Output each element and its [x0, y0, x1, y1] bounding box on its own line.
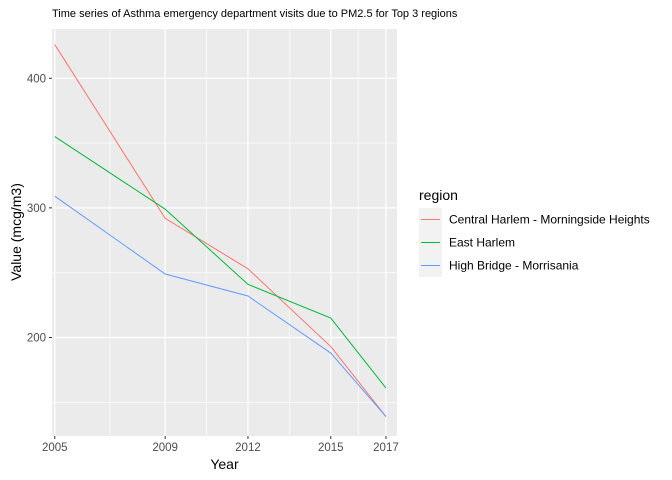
legend: region Central Harlem - Morningside Heig… [419, 187, 650, 277]
grid-minor [52, 29, 397, 436]
y-axis-title: Value (mcg/m3) [8, 183, 24, 281]
legend-label: East Harlem [449, 236, 515, 250]
legend-item: Central Harlem - Morningside Heights [419, 208, 650, 231]
y-tick-label: 200 [27, 332, 46, 344]
x-tick-label: 2017 [373, 442, 399, 454]
legend-label: Central Harlem - Morningside Heights [449, 213, 650, 227]
series-line-2 [54, 136, 387, 389]
legend-items: Central Harlem - Morningside Heights East… [419, 208, 650, 277]
series-line-1 [54, 44, 387, 417]
x-axis: 2005 2009 2012 2015 2017 [42, 436, 399, 454]
plot-panel [52, 29, 397, 436]
y-tick-label: 300 [27, 203, 46, 215]
x-axis-title: Year [210, 456, 239, 472]
series-lines [54, 44, 387, 417]
grid-major [52, 29, 397, 436]
y-tick-label: 400 [27, 73, 46, 85]
series-line-3 [54, 195, 387, 417]
x-tick-label: 2012 [235, 442, 261, 454]
x-tick-label: 2015 [318, 442, 344, 454]
y-axis: 200 300 400 [27, 73, 52, 344]
legend-item: High Bridge - Morrisania [419, 254, 579, 277]
x-tick-label: 2009 [152, 442, 178, 454]
legend-label: High Bridge - Morrisania [449, 259, 579, 273]
legend-item: East Harlem [419, 231, 515, 254]
x-tick-label: 2005 [42, 442, 68, 454]
legend-title: region [419, 187, 458, 203]
chart-title: Time series of Asthma emergency departme… [52, 8, 458, 20]
